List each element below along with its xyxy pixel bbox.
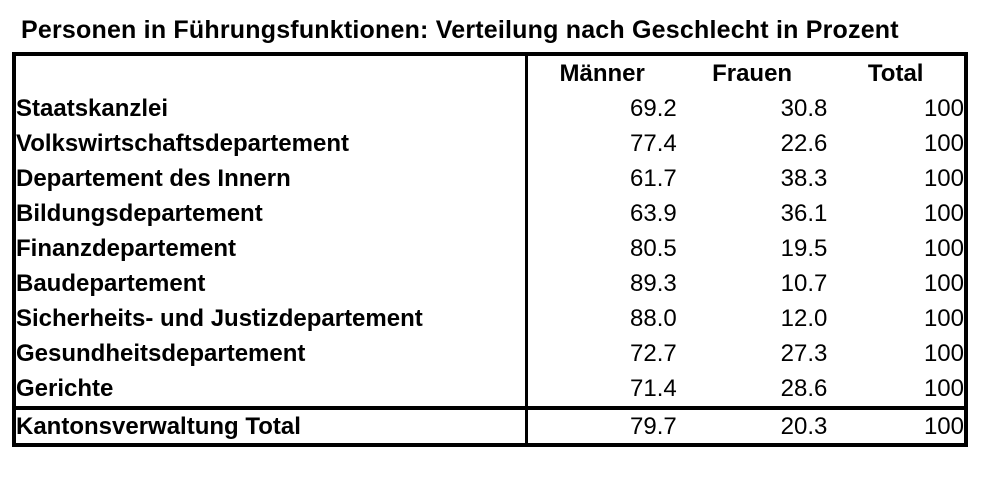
total-row-label: Kantonsverwaltung Total — [14, 406, 528, 445]
table-row: Staatskanzlei 69.2 30.8 100 — [14, 91, 966, 126]
table-row: Gerichte 71.4 28.6 100 — [14, 371, 966, 408]
total-cell-frauen: 20.3 — [676, 406, 828, 445]
row-label: Departement des Innern — [14, 161, 528, 196]
table-row: Finanzdepartement 80.5 19.5 100 — [14, 231, 966, 266]
cell-total: 100 — [923, 270, 964, 297]
cell-maenner: 63.9 — [630, 200, 677, 227]
cell-total: 100 — [923, 130, 964, 157]
cell-total: 100 — [923, 305, 964, 332]
column-header-frauen: Frauen — [712, 60, 793, 87]
cell-total: 100 — [923, 375, 964, 402]
total-row: Kantonsverwaltung Total 79.7 20.3 100 — [14, 406, 966, 445]
row-label: Sicherheits- und Justizdepartement — [14, 301, 528, 336]
total-cell-maenner: 79.7 — [526, 406, 677, 445]
row-label: Volkswirtschaftsdepartement — [14, 126, 528, 161]
table-row: Gesundheitsdepartement 72.7 27.3 100 — [14, 336, 966, 371]
cell-frauen: 28.6 — [780, 375, 828, 402]
cell-maenner: 89.3 — [630, 270, 677, 297]
cell-maenner: 80.5 — [630, 235, 677, 262]
page-title: Personen in Führungsfunktionen: Verteilu… — [21, 16, 899, 44]
table-row: Baudepartement 89.3 10.7 100 — [14, 266, 966, 301]
header-empty-cell — [14, 54, 528, 91]
row-label: Baudepartement — [14, 266, 528, 301]
row-label: Gesundheitsdepartement — [14, 336, 528, 371]
total-cell-total: 100 — [827, 406, 966, 445]
table-row: Sicherheits- und Justizdepartement 88.0 … — [14, 301, 966, 336]
cell-total: 100 — [923, 95, 964, 122]
row-label: Bildungsdepartement — [14, 196, 528, 231]
table-row: Departement des Innern 61.7 38.3 100 — [14, 161, 966, 196]
row-label: Staatskanzlei — [14, 91, 528, 126]
cell-maenner: 88.0 — [630, 305, 677, 332]
cell-frauen: 19.5 — [780, 235, 828, 262]
cell-maenner: 72.7 — [630, 340, 677, 367]
cell-frauen: 27.3 — [780, 340, 828, 367]
gender-distribution-table: Männer Frauen Total Staatskanzlei 69.2 3… — [12, 52, 968, 447]
row-label: Finanzdepartement — [14, 231, 528, 266]
cell-frauen: 10.7 — [780, 270, 828, 297]
table-row: Bildungsdepartement 63.9 36.1 100 — [14, 196, 966, 231]
table-row: Volkswirtschaftsdepartement 77.4 22.6 10… — [14, 126, 966, 161]
cell-total: 100 — [923, 165, 964, 192]
cell-frauen: 36.1 — [780, 200, 828, 227]
cell-frauen: 22.6 — [780, 130, 828, 157]
cell-maenner: 69.2 — [630, 95, 677, 122]
cell-total: 100 — [923, 235, 964, 262]
column-header-total: Total — [867, 60, 924, 87]
cell-maenner: 61.7 — [630, 165, 677, 192]
cell-frauen: 12.0 — [780, 305, 828, 332]
cell-frauen: 30.8 — [780, 95, 828, 122]
cell-maenner: 77.4 — [630, 130, 677, 157]
cell-total: 100 — [923, 200, 964, 227]
cell-total: 100 — [923, 340, 964, 367]
row-label: Gerichte — [14, 371, 528, 408]
cell-maenner: 71.4 — [630, 375, 677, 402]
header-row: Männer Frauen Total — [14, 54, 966, 91]
column-header-maenner: Männer — [559, 60, 645, 87]
cell-frauen: 38.3 — [780, 165, 828, 192]
